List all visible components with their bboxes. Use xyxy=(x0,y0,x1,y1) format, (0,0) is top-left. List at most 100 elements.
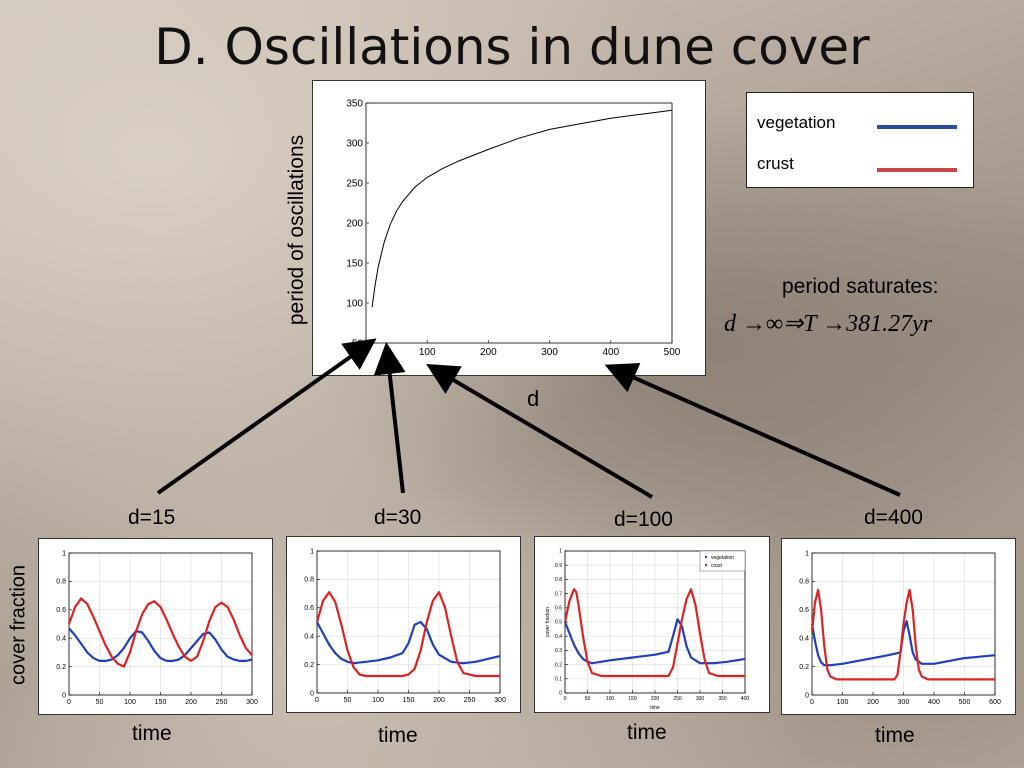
x-tick-label-2: 100 xyxy=(124,699,136,706)
y-tick-label-4: 0.8 xyxy=(304,577,314,584)
panel-d15-x-label: time xyxy=(132,722,172,745)
y-tick-label-1: 0.1 xyxy=(555,676,562,682)
legend: vegetation crust xyxy=(746,92,974,188)
x-tick-label-1: 50 xyxy=(96,699,104,706)
x-tick-label-6: 600 xyxy=(989,699,1001,706)
y-tick-label-2: 0.2 xyxy=(555,662,562,668)
y-tick-label-5: 0.5 xyxy=(555,620,562,626)
y-tick-label-0: 0 xyxy=(310,690,314,697)
x-tick-label-5: 250 xyxy=(216,699,228,706)
y-tick-label-1: 0.2 xyxy=(799,664,809,671)
series-line-vegetation xyxy=(563,618,746,665)
x-tick-label-2: 100 xyxy=(372,697,384,704)
panel-label-d15: d=15 xyxy=(128,506,176,529)
panel-d400-chart: 0 100 200 300 400 500 600 0 0.2 0.4 0.6 0.8 1 xyxy=(799,550,1001,706)
page-title: D. Oscillations in dune cover xyxy=(154,18,870,76)
series-line-crust xyxy=(67,597,253,668)
x-tick-label-3: 150 xyxy=(403,697,415,704)
y-tick-label-6: 350 xyxy=(346,98,363,109)
x-tick-label-3: 300 xyxy=(898,699,910,706)
panel-d30-chart: 0 50 100 150 200 250 300 0 0.2 0.4 0.6 0.8 1 xyxy=(304,548,506,704)
annotation-limit-formula: d →∞⇒T →381.27yr xyxy=(724,311,933,337)
x-tick-label-6: 300 xyxy=(696,696,705,702)
y-tick-label-4: 0.8 xyxy=(799,579,809,586)
legend-swatch-crust xyxy=(877,168,957,172)
mini-legend-marker-vegetation xyxy=(704,555,708,559)
y-tick-label-9: 0.9 xyxy=(555,563,562,569)
x-tick-label-4: 400 xyxy=(928,699,940,706)
x-tick-label-0: 0 xyxy=(67,699,71,706)
main-chart-panel: 100 200 300 400 500 50 100 150 200 250 300 350 xyxy=(312,80,706,376)
y-tick-label-2: 0.4 xyxy=(56,636,66,643)
x-tick-label-0: 0 xyxy=(564,696,567,702)
y-tick-label-3: 0.6 xyxy=(304,605,314,612)
x-tick-label-0: 0 xyxy=(810,699,814,706)
series-line-period xyxy=(371,109,673,308)
x-tick-label-3: 150 xyxy=(155,699,167,706)
y-tick-label-0: 50 xyxy=(352,338,364,349)
legend-label-crust: crust xyxy=(757,154,794,173)
panel-label-d100: d=100 xyxy=(614,508,673,531)
main-y-axis-label: period of oscillations xyxy=(285,134,308,326)
y-tick-label-5: 1 xyxy=(310,548,314,555)
x-tick-label-4: 200 xyxy=(651,696,660,702)
x-tick-label-4: 500 xyxy=(664,347,681,358)
y-tick-label-8: 0.8 xyxy=(555,577,562,583)
y-tick-label-6: 0.6 xyxy=(555,605,562,611)
y-tick-label-0: 0 xyxy=(559,691,562,697)
y-tick-label-3: 0.6 xyxy=(56,607,66,614)
x-tick-label-5: 250 xyxy=(464,697,476,704)
x-tick-label-5: 250 xyxy=(673,696,682,702)
series-line-crust xyxy=(563,588,745,678)
y-tick-label-4: 0.4 xyxy=(555,634,562,640)
x-tick-label-1: 50 xyxy=(344,697,352,704)
arrow-d100 xyxy=(426,363,654,499)
y-tick-label-10: 1 xyxy=(559,549,562,555)
x-tick-label-1: 50 xyxy=(585,696,591,702)
panel-d100: 0 50 100 150 200 250 300 350 400 0 0.1 0.2 0.3 0.4 0.5… xyxy=(534,536,770,713)
y-tick-label-2: 0.4 xyxy=(304,634,314,641)
small-y-axis-label: cover fraction xyxy=(7,564,30,686)
annotation-period-saturates: period saturates: xyxy=(782,275,939,298)
x-tick-label-2: 200 xyxy=(867,699,879,706)
y-tick-label-2: 0.4 xyxy=(799,636,809,643)
x-tick-label-1: 200 xyxy=(480,347,497,358)
panel-d30-x-label: time xyxy=(378,724,418,747)
panel-d100-mini-legend: vegetation crust xyxy=(699,550,746,572)
mini-legend-marker-crust xyxy=(704,563,708,567)
series-line-crust xyxy=(315,591,500,678)
x-tick-label-4: 200 xyxy=(433,697,445,704)
x-tick-label-1: 100 xyxy=(837,699,849,706)
legend-swatch-vegetation xyxy=(877,125,957,129)
y-tick-label-1: 0.2 xyxy=(304,662,314,669)
panel-d400: 0 100 200 300 400 500 600 0 0.2 0.4 0.6 0.8 1 xyxy=(781,538,1016,715)
y-tick-label-4: 250 xyxy=(346,178,363,189)
main-chart: 100 200 300 400 500 50 100 150 200 250 300 350 xyxy=(346,98,681,358)
mini-legend-box xyxy=(699,550,746,572)
y-tick-label-4: 0.8 xyxy=(56,579,66,586)
y-tick-label-1: 100 xyxy=(346,298,363,309)
x-tick-label-0: 100 xyxy=(419,347,436,358)
x-tick-label-3: 400 xyxy=(602,347,619,358)
arrow-d400 xyxy=(604,363,901,497)
panel-d100-inner-x-label: time xyxy=(650,705,660,711)
panel-label-d30: d=30 xyxy=(374,506,422,529)
panel-d100-chart: 0 50 100 150 200 250 300 350 400 0 0.1 0.2 0.3 0.4 0.5… xyxy=(545,549,750,711)
y-tick-label-3: 0.6 xyxy=(799,607,809,614)
x-tick-label-8: 400 xyxy=(741,696,750,702)
panel-d30: 0 50 100 150 200 250 300 0 0.2 0.4 0.6 0.8 1 xyxy=(286,536,521,713)
x-tick-label-0: 0 xyxy=(315,697,319,704)
y-tick-label-3: 0.3 xyxy=(555,648,562,654)
x-tick-label-5: 500 xyxy=(959,699,971,706)
x-tick-label-6: 300 xyxy=(494,697,506,704)
panel-d100-x-label: time xyxy=(627,721,667,744)
panel-label-d400: d=400 xyxy=(864,506,923,529)
x-tick-label-3: 150 xyxy=(628,696,637,702)
panel-d400-x-label: time xyxy=(875,724,915,747)
plot-frame xyxy=(365,102,673,344)
x-tick-label-4: 200 xyxy=(185,699,197,706)
series-line-vegetation xyxy=(68,627,253,663)
legend-label-vegetation: vegetation xyxy=(757,113,836,132)
panel-d100-y-label: cover fraction xyxy=(545,607,551,637)
x-tick-label-6: 300 xyxy=(246,699,258,706)
